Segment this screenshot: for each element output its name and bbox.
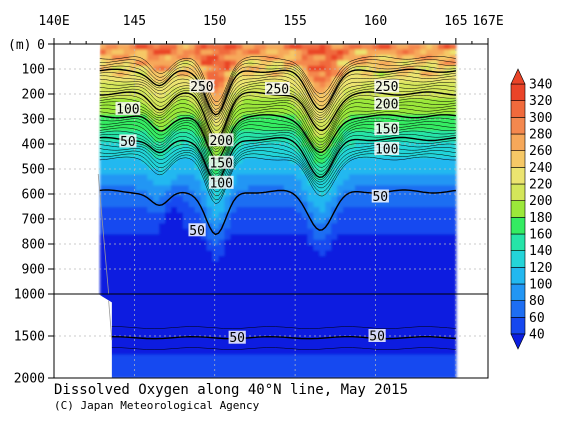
colorbar-label: 240 <box>529 161 552 176</box>
colorbar-high-arrow <box>510 68 526 85</box>
y-tick-label: 1500 <box>14 330 45 345</box>
x-tick-label: 150 <box>203 14 226 29</box>
contour-label: 50 <box>228 330 246 346</box>
colorbar-swatch <box>510 217 526 235</box>
colorbar-swatch <box>510 183 526 201</box>
svg-text:150: 150 <box>375 123 398 138</box>
svg-text:100: 100 <box>209 176 232 191</box>
svg-text:50: 50 <box>229 331 245 346</box>
colorbar-swatch <box>510 100 526 118</box>
contour-labels: 250 250 250 200 100 150 200 50 100 150 100 50 50 50 50 <box>115 79 400 346</box>
y-tick-label: 400 <box>22 138 45 153</box>
colorbar-label: 280 <box>529 128 552 143</box>
colorbar-label: 120 <box>529 261 552 276</box>
y-tick-label: 600 <box>22 188 45 203</box>
y-tick-label: 100 <box>22 63 45 78</box>
contour-label: 150 <box>374 122 400 138</box>
chart-title: Dissolved Oxygen along 40°N line, May 20… <box>54 382 408 398</box>
colorbar-swatch <box>510 233 526 251</box>
contour-label: 50 <box>119 134 137 150</box>
colorbar-low-arrow <box>510 333 526 350</box>
svg-text:250: 250 <box>266 83 289 98</box>
svg-text:50: 50 <box>189 224 205 239</box>
colorbar-label: 100 <box>529 278 552 293</box>
contour-label: 100 <box>208 175 234 191</box>
y-tick-label: 0 <box>37 38 45 53</box>
svg-text:50: 50 <box>369 330 385 345</box>
colorbar-label: 300 <box>529 111 552 126</box>
contour-label: 50 <box>371 189 389 205</box>
x-tick-label: 167E <box>472 14 503 29</box>
colorbar-swatch <box>510 300 526 318</box>
x-tick-label: 140E <box>38 14 69 29</box>
contour-label: 100 <box>374 142 400 158</box>
svg-text:100: 100 <box>116 103 139 118</box>
contour-label: 250 <box>374 79 400 95</box>
y-tick-label: 2000 <box>14 372 45 387</box>
colorbar-swatch <box>510 150 526 168</box>
x-tick-label: 155 <box>283 14 306 29</box>
plot-frame <box>53 43 489 379</box>
contour-label: 50 <box>368 329 386 345</box>
svg-text:250: 250 <box>190 80 213 95</box>
colorbar-swatch <box>510 200 526 218</box>
colorbar-label: 140 <box>529 244 552 259</box>
contour-label: 250 <box>265 82 290 98</box>
colorbar-swatch <box>510 250 526 268</box>
contour-label: 250 <box>189 79 215 95</box>
x-tick-label: 145 <box>123 14 146 29</box>
svg-text:250: 250 <box>375 80 398 95</box>
y-tick-label: 200 <box>22 88 45 103</box>
y-tick-label: 700 <box>22 213 45 228</box>
y-tick-label: 500 <box>22 163 45 178</box>
x-tick-label: 165 <box>444 14 467 29</box>
colorbar-label: 200 <box>529 194 552 209</box>
y-axis: 100 200 300 400 500 600 700 800 900 1000 1500 2000 0 <box>14 38 54 387</box>
contour-label: 50 <box>188 223 206 239</box>
y-tick-label: 800 <box>22 238 45 253</box>
svg-text:100: 100 <box>375 143 398 158</box>
colorbar-swatch <box>510 117 526 135</box>
svg-text:50: 50 <box>120 135 136 150</box>
credit-text: (C) Japan Meteorological Agency <box>54 399 260 412</box>
svg-text:150: 150 <box>209 156 232 171</box>
colorbar-label: 180 <box>529 211 552 226</box>
colorbar-swatch <box>510 283 526 301</box>
colorbar-label: 260 <box>529 144 552 159</box>
colorbar-swatch <box>510 167 526 185</box>
colorbar-label: 340 <box>529 78 552 93</box>
svg-text:50: 50 <box>372 190 388 205</box>
y-tick-label: 1000 <box>14 288 45 303</box>
contour-label: 150 <box>208 155 234 171</box>
colorbar-label: 220 <box>529 178 552 193</box>
contour-label: 100 <box>115 102 141 118</box>
colorbar-label: 160 <box>529 228 552 243</box>
colorbar-label: 320 <box>529 94 552 109</box>
colorbar-label: 80 <box>529 294 545 309</box>
x-axis: 140E 145 150 155 160 165 167E <box>38 14 504 44</box>
colorbar-swatch <box>510 267 526 285</box>
y-tick-label: 900 <box>22 263 45 278</box>
y-tick-label: 300 <box>22 113 45 128</box>
contour-label: 200 <box>208 133 234 149</box>
svg-text:200: 200 <box>209 134 232 149</box>
x-tick-label: 160 <box>364 14 387 29</box>
colorbar-swatch <box>510 83 526 101</box>
colorbar-label: 60 <box>529 311 545 326</box>
svg-text:200: 200 <box>375 98 398 113</box>
colorbar-swatch <box>510 317 526 335</box>
contour-label: 200 <box>374 97 400 113</box>
y-unit-label: (m) <box>8 38 31 53</box>
colorbar-label: 40 <box>529 328 545 343</box>
colorbar-swatch <box>510 133 526 151</box>
